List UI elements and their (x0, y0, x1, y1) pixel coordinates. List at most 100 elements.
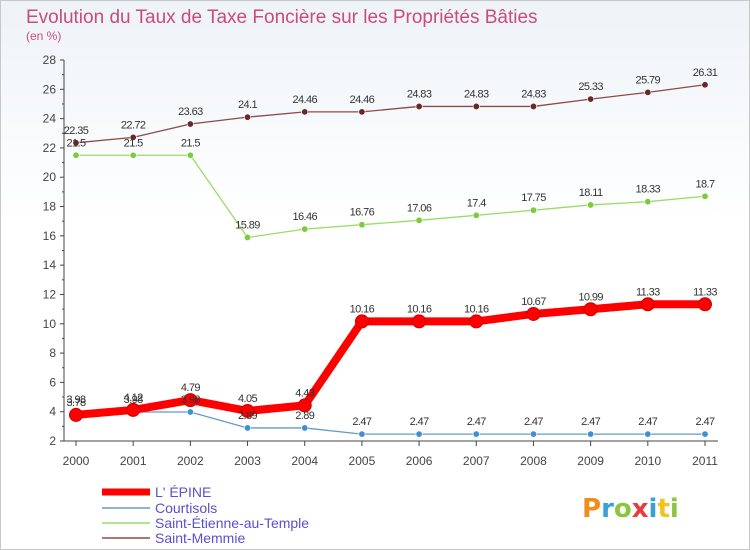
data-point-lepine (583, 302, 598, 317)
data-label-lepine: 10.16 (407, 303, 432, 315)
x-tick-label: 2010 (634, 454, 661, 468)
data-label-saint-etienne: 21.5 (124, 137, 143, 149)
data-label-saint-memmie: 25.33 (578, 81, 603, 93)
data-label-saint-memmie: 24.46 (292, 94, 317, 106)
y-tick-label: 2 (49, 434, 56, 448)
y-tick-label: 10 (43, 317, 57, 331)
data-label-courtisols: 2.89 (238, 410, 257, 422)
data-label-lepine: 10.67 (521, 296, 546, 308)
data-label-saint-memmie: 26.31 (693, 67, 718, 79)
data-label-lepine: 4.12 (124, 392, 143, 404)
data-point-saint-memmie (644, 88, 652, 96)
data-label-lepine: 10.16 (464, 303, 489, 315)
y-tick-label: 26 (43, 82, 57, 96)
data-point-saint-etienne (587, 201, 595, 209)
data-point-saint-memmie (529, 102, 537, 110)
data-point-saint-etienne (129, 151, 137, 159)
legend-label-lepine: L' ÉPINE (155, 484, 211, 500)
y-tick-label: 28 (43, 53, 57, 67)
data-point-saint-memmie (301, 108, 309, 116)
data-label-saint-etienne: 16.46 (292, 211, 317, 223)
data-point-saint-etienne (72, 151, 80, 159)
legend-label-courtisols: Courtisols (155, 500, 217, 516)
data-point-saint-memmie (587, 95, 595, 103)
data-point-saint-memmie (358, 108, 366, 116)
data-label-courtisols: 2.47 (581, 416, 600, 428)
y-tick-label: 8 (49, 346, 56, 360)
data-label-courtisols: 2.47 (467, 416, 486, 428)
data-label-lepine: 11.33 (693, 286, 717, 298)
proxiti-logo: Proxiti (582, 494, 679, 524)
y-tick-label: 22 (43, 141, 57, 155)
data-point-courtisols (529, 430, 537, 438)
data-label-saint-memmie: 25.79 (636, 74, 661, 86)
x-tick-label: 2000 (63, 454, 90, 468)
data-label-lepine: 3.78 (66, 397, 85, 409)
data-point-saint-etienne (529, 206, 537, 214)
data-point-courtisols (244, 424, 252, 432)
data-label-saint-etienne: 17.06 (407, 202, 432, 214)
data-label-courtisols: 3.98 (66, 394, 85, 406)
data-point-saint-memmie (72, 139, 80, 147)
data-label-lepine: 4.43 (295, 387, 314, 399)
data-point-courtisols (644, 430, 652, 438)
data-point-lepine (698, 297, 712, 312)
x-tick-label: 2007 (463, 454, 490, 468)
data-point-courtisols (358, 430, 366, 438)
data-point-lepine (183, 393, 198, 408)
data-label-courtisols: 3.98 (181, 394, 200, 406)
data-point-lepine (69, 407, 83, 422)
data-point-saint-memmie (129, 133, 137, 141)
data-point-saint-memmie (701, 81, 709, 89)
data-label-saint-etienne: 15.89 (235, 219, 260, 231)
data-label-saint-etienne: 18.33 (636, 184, 661, 196)
x-tick-label: 2001 (120, 454, 147, 468)
y-tick-label: 20 (43, 170, 57, 184)
data-label-saint-etienne: 17.75 (521, 192, 546, 204)
y-tick-label: 16 (43, 229, 57, 243)
chart-subtitle: (en %) (26, 29, 61, 43)
data-point-lepine (640, 297, 655, 312)
data-label-lepine: 4.79 (181, 382, 200, 394)
data-label-saint-memmie: 24.83 (464, 88, 489, 100)
data-point-courtisols (587, 430, 595, 438)
data-point-courtisols (472, 430, 480, 438)
data-point-saint-memmie (472, 102, 480, 110)
series-line-saint-etienne (76, 154, 706, 239)
y-tick-label: 24 (43, 112, 57, 126)
chart-title: Evolution du Taux de Taxe Foncière sur l… (26, 7, 538, 28)
data-label-courtisols: 2.47 (352, 416, 371, 428)
data-point-lepine (526, 306, 541, 321)
data-label-saint-etienne: 18.7 (695, 178, 714, 190)
data-label-lepine: 10.99 (578, 291, 603, 303)
data-label-saint-memmie: 23.63 (178, 106, 203, 118)
data-point-courtisols (415, 430, 423, 438)
data-label-saint-etienne: 21.5 (181, 137, 200, 149)
data-label-lepine: 4.05 (238, 393, 257, 405)
x-tick-label: 2005 (349, 454, 376, 468)
legend-label-saint-etienne: Saint-Étienne-au-Temple (155, 515, 309, 531)
legend: L' ÉPINE Courtisols Saint-Étienne-au-Tem… (102, 484, 309, 546)
data-label-saint-memmie: 24.83 (407, 88, 432, 100)
data-label-saint-memmie: 22.35 (64, 125, 89, 137)
data-point-lepine (126, 402, 141, 417)
data-label-saint-etienne: 18.11 (579, 187, 603, 199)
y-tick-label: 6 (49, 375, 56, 389)
data-point-lepine (297, 398, 312, 413)
x-tick-label: 2002 (177, 454, 204, 468)
data-label-saint-memmie: 24.83 (521, 88, 546, 100)
series-line-lepine (75, 300, 705, 419)
data-label-courtisols: 3.98 (124, 394, 143, 406)
series-layer (69, 81, 712, 438)
data-point-lepine (354, 314, 369, 329)
data-point-lepine (240, 403, 255, 418)
series-line-courtisols (76, 411, 705, 435)
data-label-saint-etienne: 21.5 (66, 137, 85, 149)
x-tick-label: 2003 (234, 454, 261, 468)
data-point-courtisols (301, 424, 309, 432)
data-labels: 22.35 22.72 23.63 24.1 24.46 24.46 24.83 24.83 2… (64, 67, 719, 428)
x-tick-label: 2006 (406, 454, 433, 468)
data-label-saint-memmie: 24.46 (350, 94, 375, 106)
